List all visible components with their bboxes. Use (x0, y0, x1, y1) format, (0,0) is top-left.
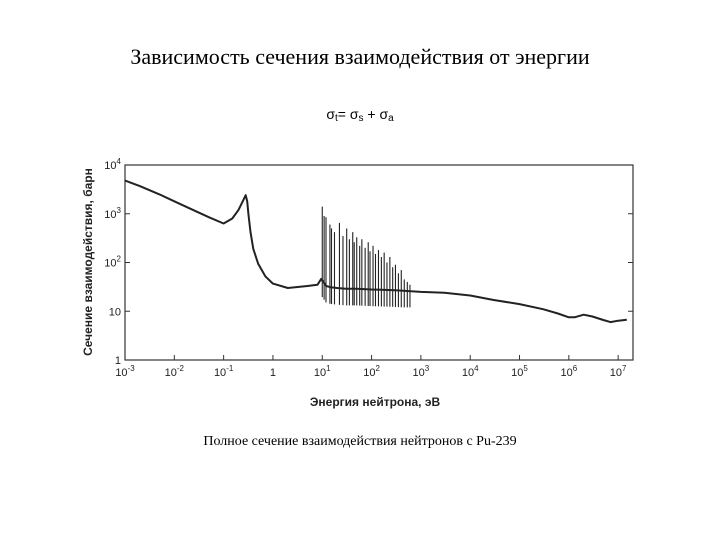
x-tick-label: 104 (462, 364, 479, 379)
x-tick-label: 106 (560, 364, 577, 379)
sigma-scattering: σ (349, 106, 359, 122)
x-tick-label: 1 (270, 367, 276, 379)
x-tick-label: 105 (511, 364, 528, 379)
x-tick-label: 10-2 (165, 364, 185, 379)
y-tick-label: 102 (104, 255, 121, 270)
sigma-absorption: σ (379, 106, 389, 122)
figure-caption: Полное сечение взаимодействия нейтронов … (203, 434, 517, 449)
sigma-total: σ (326, 106, 335, 122)
x-tick-label: 103 (413, 364, 430, 379)
y-tick-label: 1 (115, 355, 121, 367)
x-axis-title: Энергия нейтрона, эВ (310, 395, 441, 409)
series-line (124, 179, 627, 324)
sigma-scattering-subscript: s (358, 113, 364, 124)
y-axis-title: Сечение взаимодействия, барн (81, 168, 95, 356)
x-tick-label: 10-1 (214, 364, 234, 379)
slide-title: Зависимость сечения взаимодействия от эн… (130, 44, 590, 69)
x-tick-label: 10-3 (115, 364, 135, 379)
formula-plus: + (363, 106, 380, 122)
y-tick-label: 10 (109, 306, 121, 318)
y-tick-label: 103 (104, 206, 121, 221)
cross-section-formula: σt= σs + σa (0, 106, 720, 124)
sigma-total-subscript: t (334, 113, 338, 124)
formula-equals: = (337, 106, 350, 122)
x-axis-ticks: 10-3 10-2 10-1 1 101 102 103 104 105 106 107 (115, 355, 627, 379)
x-tick-label: 102 (363, 364, 380, 379)
x-tick-label: 101 (314, 364, 331, 379)
series-group (124, 179, 627, 324)
x-tick-label: 107 (610, 364, 627, 379)
sigma-absorption-subscript: a (388, 113, 394, 124)
y-tick-label: 104 (104, 157, 121, 172)
